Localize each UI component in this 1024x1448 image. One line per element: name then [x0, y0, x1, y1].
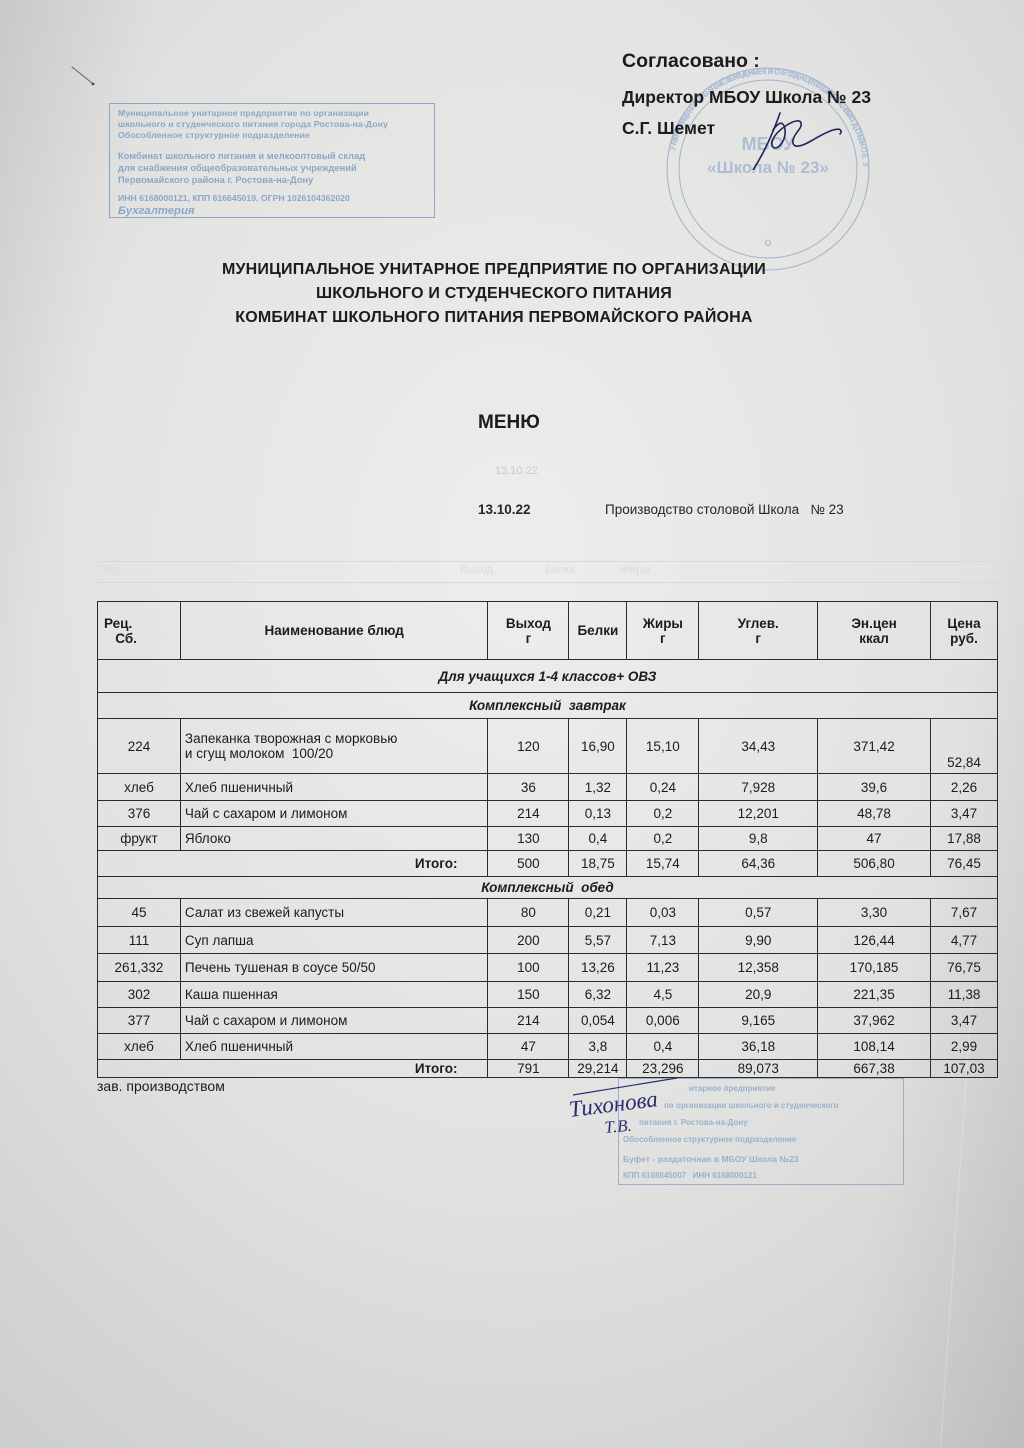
svg-text:Т.В.: Т.В.	[604, 1116, 633, 1135]
svg-text:О: О	[764, 238, 771, 248]
